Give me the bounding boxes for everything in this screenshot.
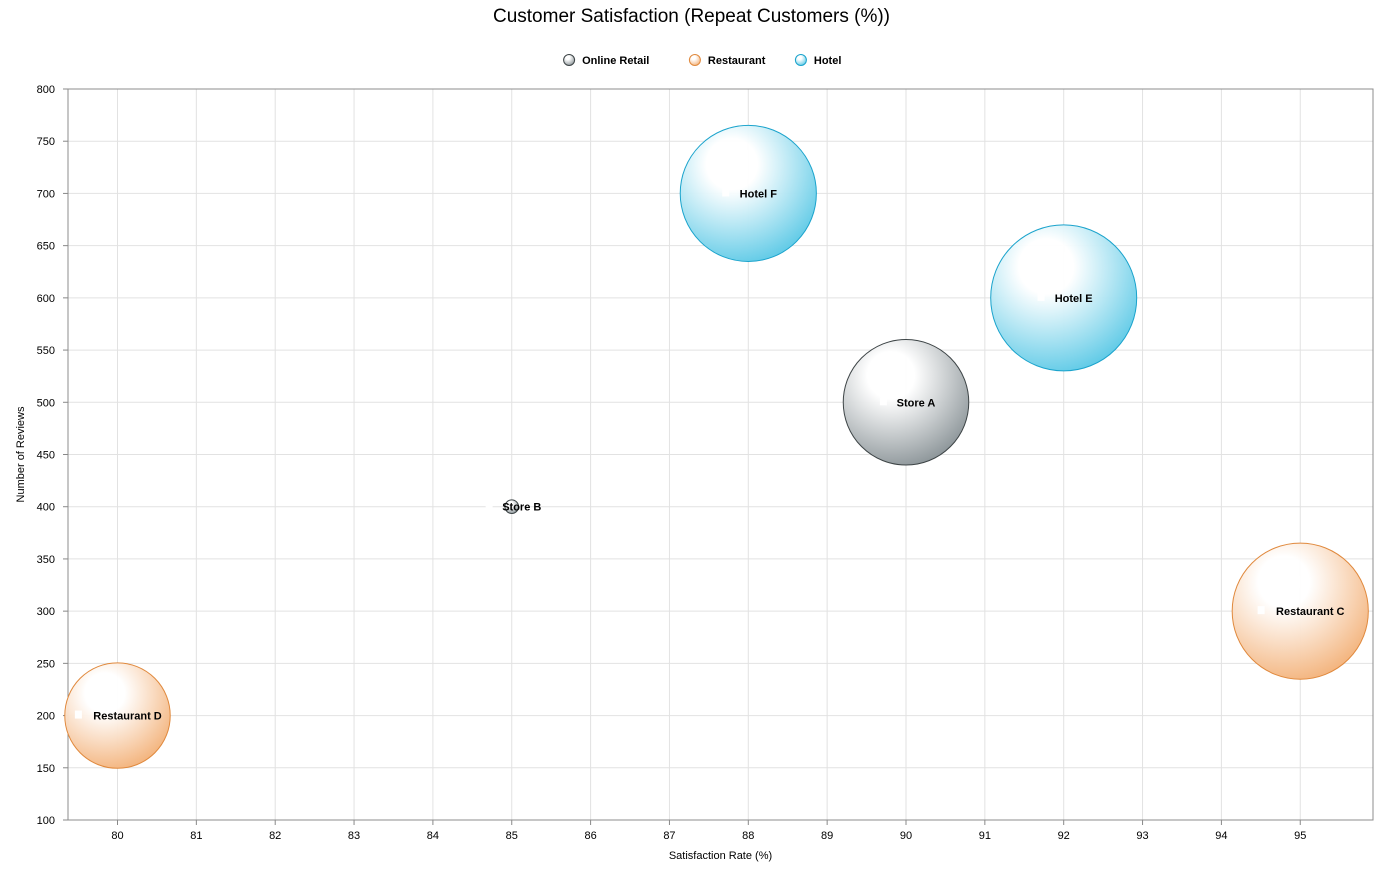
y-tick-label: 200: [37, 711, 55, 723]
x-tick-label: 82: [269, 830, 281, 842]
y-tick-label: 300: [37, 606, 55, 618]
bubble: [990, 224, 1138, 372]
bubble-label: Restaurant C: [1276, 606, 1345, 618]
bubble-label: Store A: [897, 397, 936, 409]
bubble-label-marker: [1037, 292, 1045, 301]
y-tick-label: 350: [37, 554, 55, 566]
x-tick-label: 93: [1136, 830, 1148, 842]
y-axis-title: Number of Reviews: [15, 406, 27, 502]
y-tick-label: 500: [37, 397, 55, 409]
x-tick-label: 95: [1294, 830, 1306, 842]
plot-border: [67, 88, 1374, 821]
y-tick-label: 700: [37, 188, 55, 200]
axes: 80 81 82 83 84 85 86 87 88 89 90 91 92 93 94 95 100 150 20…: [15, 84, 1374, 862]
y-tick-label: 400: [37, 502, 55, 514]
bubble-label-marker: [485, 501, 493, 510]
bubble: [504, 499, 520, 515]
legend-label: Restaurant: [708, 55, 766, 67]
y-tick-label: 250: [37, 658, 55, 670]
y-tick-label: 100: [37, 815, 55, 827]
y-tick-label: 150: [37, 763, 55, 775]
x-tick-label: 80: [111, 830, 123, 842]
y-tick-label: 750: [37, 136, 55, 148]
x-tick-label: 81: [190, 830, 202, 842]
bubble-labels: Hotel E Restaurant C Hotel F Store A Restaur…: [74, 188, 1345, 723]
x-tick-label: 89: [821, 830, 833, 842]
x-tick-label: 92: [1058, 830, 1070, 842]
y-tick-label: 450: [37, 450, 55, 462]
legend-label: Online Retail: [582, 55, 649, 67]
bubble: [64, 662, 171, 769]
x-tick-label: 83: [348, 830, 360, 842]
legend-marker: [794, 54, 807, 66]
x-tick-label: 90: [900, 830, 912, 842]
x-tick-label: 84: [427, 830, 439, 842]
x-tick-label: 88: [742, 830, 754, 842]
y-tick-label: 650: [37, 241, 55, 253]
y-tick-label: 800: [37, 84, 55, 96]
x-axis-title: Satisfaction Rate (%): [669, 850, 772, 862]
bubble-label-marker: [74, 710, 82, 719]
chart-title: Customer Satisfaction (Repeat Customers …: [492, 6, 890, 27]
grid: [68, 88, 1373, 821]
bubble-label-marker: [879, 397, 887, 406]
legend-label: Hotel: [814, 55, 842, 67]
bubble-label: Hotel F: [740, 188, 778, 200]
legend-marker: [688, 54, 701, 66]
bubble: [842, 339, 970, 466]
bubble: [1231, 542, 1369, 680]
legend-marker: [563, 54, 576, 66]
y-tick-label: 600: [37, 293, 55, 305]
bubble-label: Restaurant D: [93, 711, 162, 723]
bubble: [679, 124, 817, 263]
bubble-label-marker: [1257, 606, 1265, 615]
x-tick-label: 87: [663, 830, 675, 842]
x-tick-label: 94: [1215, 830, 1227, 842]
y-tick-label: 550: [37, 345, 55, 357]
bubbles: [64, 124, 1369, 769]
bubble-label: Hotel E: [1055, 293, 1093, 305]
bubble-label: Store B: [502, 502, 541, 514]
x-tick-label: 85: [506, 830, 518, 842]
x-tick-label: 91: [979, 830, 991, 842]
legend: Online Retail Restaurant Hotel: [563, 54, 842, 67]
bubble-label-marker: [722, 188, 730, 197]
x-tick-label: 86: [584, 830, 596, 842]
